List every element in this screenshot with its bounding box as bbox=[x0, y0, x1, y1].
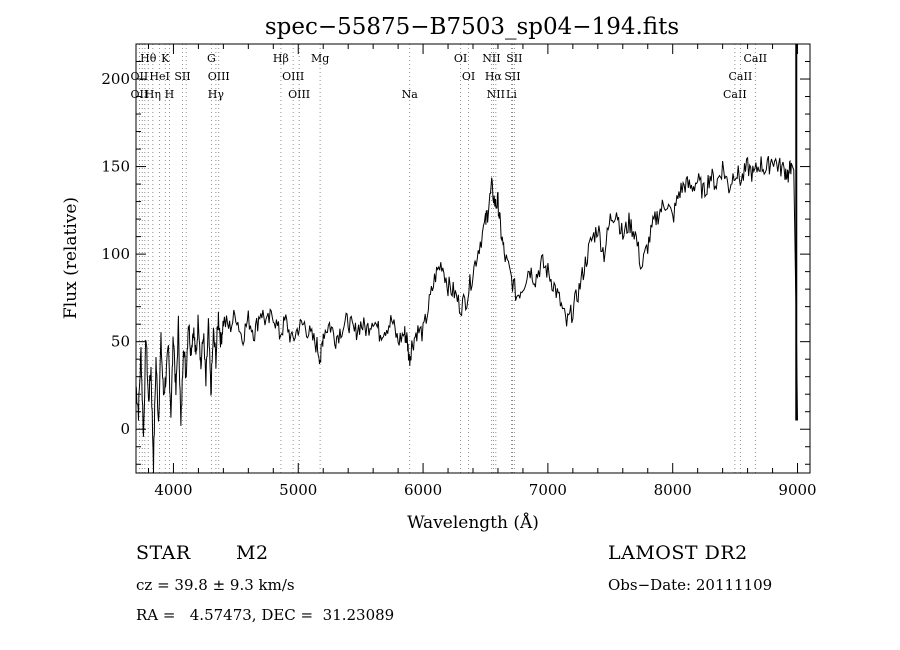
line-label: Mg bbox=[311, 52, 329, 65]
line-label: CaII bbox=[723, 88, 747, 101]
y-tick-label: 50 bbox=[111, 333, 130, 351]
line-label: Li bbox=[506, 88, 517, 101]
x-tick-label: 9000 bbox=[778, 481, 816, 499]
y-tick-label: 200 bbox=[101, 70, 130, 88]
y-tick-label: 150 bbox=[101, 158, 130, 176]
spectrum-series bbox=[135, 44, 798, 474]
line-label: H bbox=[165, 88, 175, 101]
line-label: OIII bbox=[288, 88, 310, 101]
line-label: SII bbox=[174, 70, 190, 83]
line-label: OI bbox=[454, 52, 467, 65]
line-label: Hθ bbox=[140, 52, 157, 65]
line-label: CaII bbox=[729, 70, 753, 83]
object-class: STAR bbox=[136, 542, 191, 564]
line-label: OI bbox=[462, 70, 475, 83]
line-label: OII bbox=[131, 70, 149, 83]
line-label: HeI bbox=[149, 70, 169, 83]
x-tick-label: 7000 bbox=[529, 481, 567, 499]
line-label: SII bbox=[506, 52, 522, 65]
line-label: OIII bbox=[208, 70, 230, 83]
redshift-value: cz = 39.8 ± 9.3 km/s bbox=[136, 576, 295, 594]
spectrum-line bbox=[135, 156, 798, 474]
line-label: Na bbox=[402, 88, 419, 101]
x-axis-label: Wavelength (Å) bbox=[407, 512, 539, 533]
line-label: CaII bbox=[743, 52, 767, 65]
line-label: Hα bbox=[485, 70, 503, 83]
survey-name: LAMOST DR2 bbox=[608, 542, 748, 564]
line-label: Hη bbox=[145, 88, 161, 101]
line-label: Hγ bbox=[208, 88, 225, 101]
x-tick-label: 8000 bbox=[654, 481, 692, 499]
line-label: G bbox=[207, 52, 216, 65]
line-label: NII bbox=[487, 88, 505, 101]
x-tick-label: 6000 bbox=[404, 481, 442, 499]
object-subclass: M2 bbox=[236, 542, 269, 564]
line-label: SII bbox=[504, 70, 520, 83]
chart-title: spec−55875−B7503_sp04−194.fits bbox=[265, 14, 679, 40]
line-label: K bbox=[161, 52, 170, 65]
emission-line-markers bbox=[138, 44, 756, 473]
axes: 4000 5000 6000 7000 8000 9000 0 50 100 150 200 bbox=[101, 43, 817, 499]
x-tick-label: 5000 bbox=[279, 481, 317, 499]
plot-frame bbox=[135, 43, 811, 474]
y-tick-label: 100 bbox=[101, 245, 130, 263]
line-label: Hβ bbox=[273, 52, 289, 65]
line-label: NII bbox=[482, 52, 500, 65]
line-label: OIII bbox=[282, 70, 304, 83]
y-tick-label: 0 bbox=[120, 420, 130, 438]
x-tick-label: 4000 bbox=[154, 481, 192, 499]
line-label: OII bbox=[131, 88, 149, 101]
coordinates: RA = 4.57473, DEC = 31.23089 bbox=[136, 606, 395, 624]
emission-line-labels: Hθ K G Hβ Mg OI NII SII CaII OII HeI SII OIII OIII OI H… bbox=[131, 52, 768, 101]
observation-date: Obs−Date: 20111109 bbox=[608, 576, 773, 594]
y-axis-label: Flux (relative) bbox=[61, 197, 81, 319]
